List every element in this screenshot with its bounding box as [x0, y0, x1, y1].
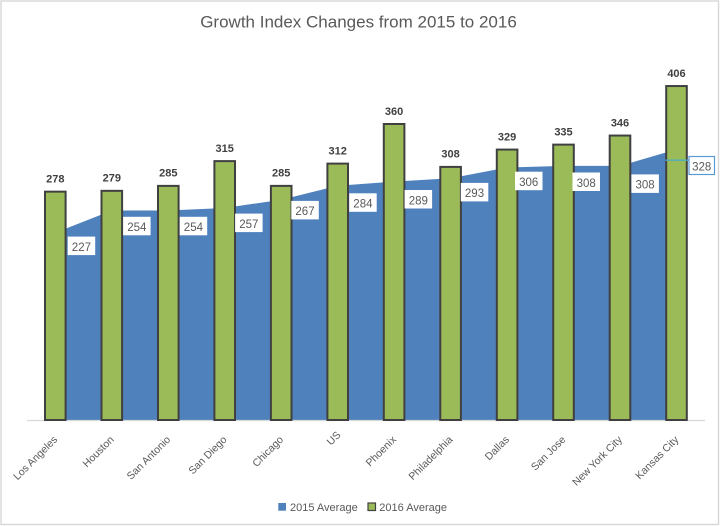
svg-text:257: 257 [239, 219, 258, 231]
svg-text:285: 285 [159, 168, 177, 180]
svg-text:2016 Average: 2016 Average [379, 502, 447, 514]
svg-text:308: 308 [636, 180, 655, 192]
svg-text:254: 254 [184, 222, 204, 234]
svg-text:328: 328 [692, 162, 711, 174]
svg-text:312: 312 [329, 145, 347, 157]
svg-text:279: 279 [103, 173, 121, 185]
svg-text:406: 406 [667, 68, 685, 80]
svg-text:315: 315 [216, 143, 234, 155]
svg-text:289: 289 [409, 195, 428, 207]
svg-text:293: 293 [465, 188, 484, 200]
svg-text:227: 227 [72, 242, 91, 254]
svg-text:335: 335 [554, 126, 572, 138]
svg-text:Growth Index Changes from 2015: Growth Index Changes from 2015 to 2016 [200, 13, 517, 32]
svg-text:285: 285 [272, 168, 290, 180]
svg-text:308: 308 [577, 178, 596, 190]
svg-text:306: 306 [519, 177, 538, 189]
svg-text:329: 329 [498, 131, 516, 143]
svg-text:346: 346 [611, 117, 629, 129]
svg-text:278: 278 [46, 173, 64, 185]
svg-text:360: 360 [385, 106, 403, 118]
svg-text:267: 267 [295, 206, 314, 218]
svg-text:254: 254 [127, 222, 147, 234]
svg-text:308: 308 [441, 149, 459, 161]
svg-text:284: 284 [353, 199, 373, 211]
svg-text:2015 Average: 2015 Average [290, 502, 358, 514]
